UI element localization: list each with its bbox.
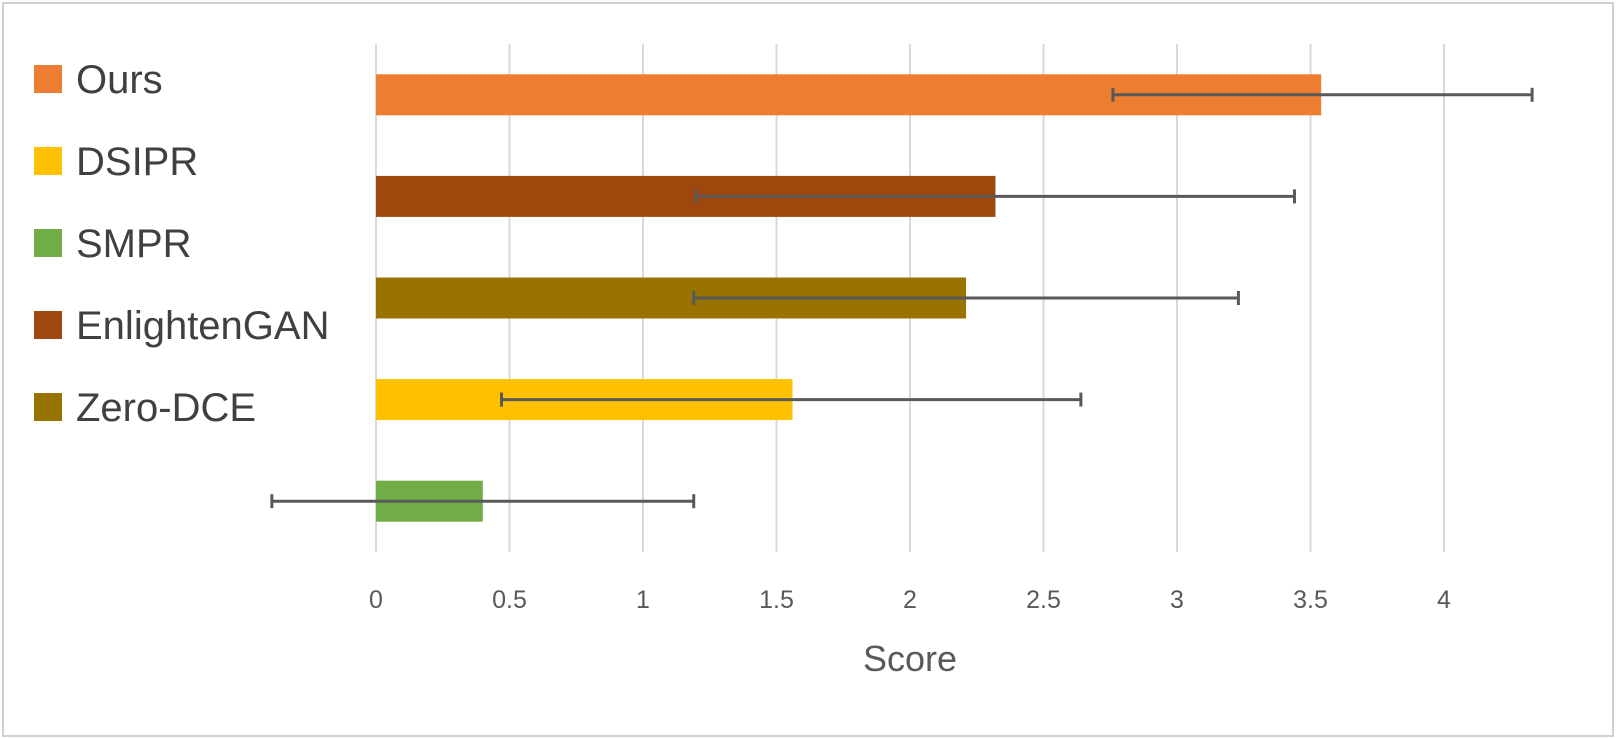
x-tick-label: 0 [369, 586, 383, 614]
legend-swatch [34, 65, 62, 93]
legend-label: Ours [76, 58, 163, 102]
legend-item: DSIPR [34, 140, 198, 184]
x-tick-label: 2 [903, 586, 917, 614]
error-bar [270, 494, 696, 509]
legend-label: SMPR [76, 222, 192, 266]
legend-item: EnlightenGAN [34, 304, 329, 348]
x-tick-label: 1 [636, 586, 650, 614]
error-bar-layer [270, 87, 1534, 509]
x-tick-label: 3.5 [1293, 586, 1328, 614]
error-bar [499, 392, 1083, 407]
legend-label: DSIPR [76, 140, 198, 184]
legend-item: SMPR [34, 222, 192, 266]
x-tick-label: 1.5 [759, 586, 794, 614]
legend-swatch [34, 147, 62, 175]
legend-item: Zero-DCE [34, 386, 256, 430]
legend-swatch [34, 393, 62, 421]
error-bar [1111, 87, 1534, 102]
legend-item: Ours [34, 58, 163, 102]
legend: Ours DSIPR SMPR EnlightenGAN Zero-DCE [34, 58, 329, 430]
x-tick-label: 2.5 [1026, 586, 1061, 614]
x-tick-label: 0.5 [492, 586, 527, 614]
x-tick-label: 4 [1437, 586, 1451, 614]
x-tick-labels: 0 0.5 1 1.5 2 2.5 3 3.5 4 [369, 586, 1451, 614]
x-tick-label: 3 [1170, 586, 1184, 614]
legend-swatch [34, 229, 62, 257]
legend-label: Zero-DCE [76, 386, 256, 430]
x-axis-title: Score [863, 638, 957, 679]
legend-swatch [34, 311, 62, 339]
error-bar [692, 291, 1240, 305]
legend-label: EnlightenGAN [76, 304, 329, 348]
bar-chart: 0 0.5 1 1.5 2 2.5 3 3.5 4 Score Ours DSIPR SMPR Enl… [34, 44, 1534, 679]
error-bar [694, 189, 1296, 204]
